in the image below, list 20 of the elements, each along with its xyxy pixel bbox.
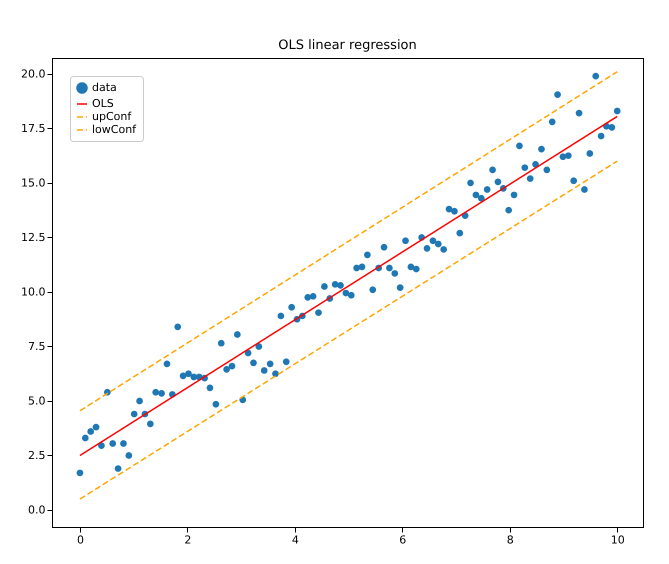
x-tick-label: 6 [399,534,406,546]
x-tick-label: 4 [292,534,299,546]
y-tick-label: 12.5 [21,230,46,244]
y-tick-label: 10.0 [21,285,46,298]
y-tick-label: 0.0 [28,503,46,516]
legend-label: OLS [92,97,114,110]
chart-title: OLS linear regression [278,38,417,53]
legend-label: data [92,81,117,94]
y-tick-label: 5.0 [28,394,46,408]
legend-label: upConf [92,110,132,123]
y-tick-label: 15.0 [21,176,46,190]
x-tick-label: 0 [76,534,84,546]
x-tick-label: 8 [506,534,514,546]
legend-label: lowConf [92,123,138,136]
x-tick-label: 10 [610,534,625,546]
y-tick-label: 2.5 [28,448,46,462]
y-tick-label: 20.0 [21,67,46,80]
x-tick-label: 2 [184,534,192,546]
y-tick-label: 17.5 [21,122,46,135]
y-tick-label: 7.5 [28,340,46,353]
